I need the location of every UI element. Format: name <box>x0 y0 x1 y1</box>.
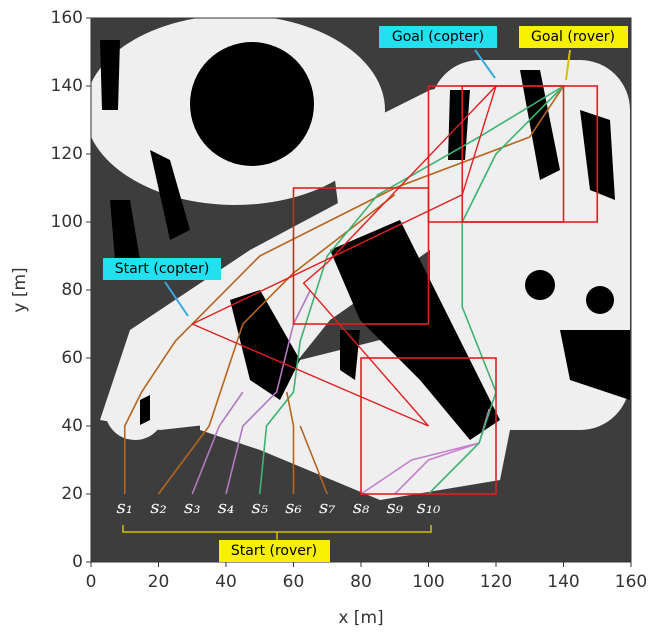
start-label: s₁₀ <box>417 497 441 518</box>
y-tick-label: 80 <box>61 280 83 300</box>
start-label: s₅ <box>252 497 268 518</box>
start-label: s₃ <box>184 497 200 518</box>
y-tick-label: 60 <box>61 348 83 368</box>
start-label: s₂ <box>150 497 166 518</box>
y-tick-label: 0 <box>72 552 83 572</box>
x-tick-label: 140 <box>547 572 579 592</box>
annotation: Goal (rover) <box>531 29 615 45</box>
x-tick-label: 40 <box>215 572 237 592</box>
y-tick-label: 40 <box>61 416 83 436</box>
terrain <box>85 15 631 562</box>
y-tick-label: 140 <box>51 76 83 96</box>
start-label: s₉ <box>387 497 404 518</box>
x-tick-label: 0 <box>86 572 97 592</box>
x-axis-label: x [m] <box>338 608 383 628</box>
x-tick-label: 160 <box>615 572 647 592</box>
start-label: s₇ <box>319 497 335 518</box>
x-tick-label: 80 <box>350 572 372 592</box>
start-label: s₄ <box>218 497 234 518</box>
x-tick-label: 120 <box>480 572 512 592</box>
y-tick-label: 160 <box>51 8 83 28</box>
annotation: Start (rover) <box>231 543 317 559</box>
y-tick-label: 20 <box>61 484 83 504</box>
start-label: s₁ <box>117 497 133 518</box>
y-axis-label: y [m] <box>10 267 30 312</box>
y-tick-label: 100 <box>51 212 83 232</box>
annotation: Start (copter) <box>115 261 210 277</box>
chart: x [m] y [m] s₁ s₂ s₃ s₄ s₅ s₆ s₇ s₈ s₉ s₁₀ Goal (… <box>0 0 653 634</box>
start-label: s₈ <box>353 497 370 518</box>
start-label: s₆ <box>285 497 301 518</box>
x-tick-label: 20 <box>148 572 170 592</box>
x-tick-label: 60 <box>283 572 305 592</box>
x-tick-label: 100 <box>412 572 444 592</box>
y-tick-label: 120 <box>51 144 83 164</box>
annotation: Goal (copter) <box>392 29 484 45</box>
